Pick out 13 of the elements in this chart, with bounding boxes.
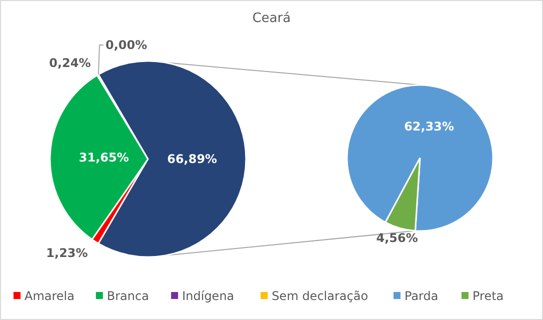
data-label: 62,33% xyxy=(404,119,454,134)
text: 0,00% xyxy=(105,38,148,52)
chart-title: Ceará xyxy=(252,11,291,26)
legend-label: Amarela xyxy=(24,289,74,303)
legend-label: Sem declaração xyxy=(272,289,368,303)
legend-label: Branca xyxy=(106,289,149,303)
data-label: 66,89% xyxy=(167,152,218,166)
legend-label: Preta xyxy=(472,289,504,303)
data-label: 1,23% xyxy=(46,246,88,260)
legend-label: Indígena xyxy=(182,289,234,303)
data-label: 0,24% xyxy=(49,56,91,70)
legend-label: Parda xyxy=(404,289,438,303)
data-label: 4,56% xyxy=(376,230,418,245)
